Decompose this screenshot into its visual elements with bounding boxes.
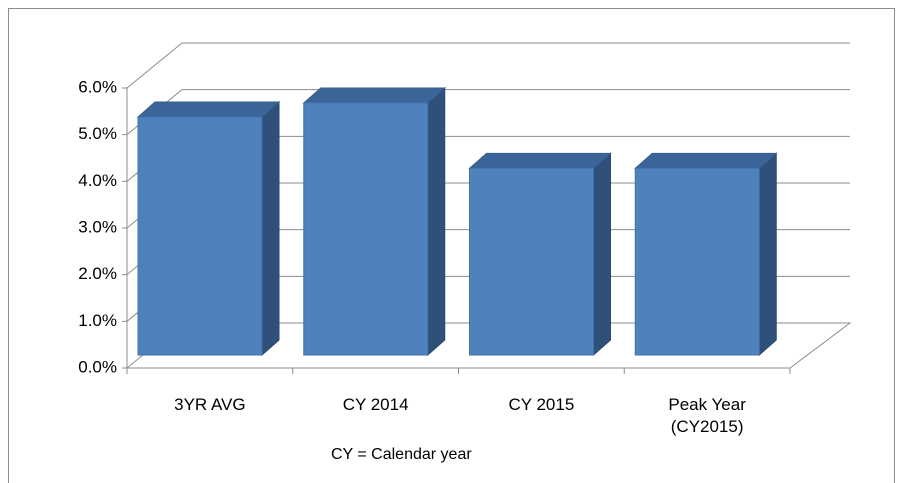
bar-top xyxy=(468,152,612,169)
grid-line xyxy=(126,42,850,89)
bar xyxy=(633,152,778,357)
bar xyxy=(136,100,281,357)
x-tick-label: Peak Year (CY2015) xyxy=(668,395,746,436)
y-tick-label: 0.0% xyxy=(78,357,117,376)
bar-top xyxy=(302,87,447,104)
x-tick-label: CY 2015 xyxy=(508,395,575,414)
bar-front xyxy=(137,116,263,356)
y-tick-label: 5.0% xyxy=(78,124,117,143)
bar-front xyxy=(469,167,594,356)
bar-side xyxy=(593,152,611,357)
bar-side xyxy=(427,86,446,357)
x-tick-label: CY 2014 xyxy=(342,395,409,414)
bar-top xyxy=(633,152,778,169)
y-tick-label: 6.0% xyxy=(78,77,117,96)
y-tick-label: 1.0% xyxy=(78,311,117,330)
chart-border xyxy=(8,8,895,483)
x-axis-title: CY = Calendar year xyxy=(331,446,472,463)
y-tick-label: 2.0% xyxy=(78,264,117,283)
bar xyxy=(302,86,447,357)
y-tick-label: 3.0% xyxy=(78,217,117,236)
bar-top xyxy=(136,101,281,118)
bar xyxy=(468,152,612,357)
bar-front xyxy=(634,167,760,356)
x-tick-label: 3YR AVG xyxy=(174,395,246,414)
bar-side xyxy=(758,152,777,357)
y-tick-label: 4.0% xyxy=(78,171,117,190)
bar-front xyxy=(303,102,429,356)
bar-side xyxy=(261,100,280,357)
